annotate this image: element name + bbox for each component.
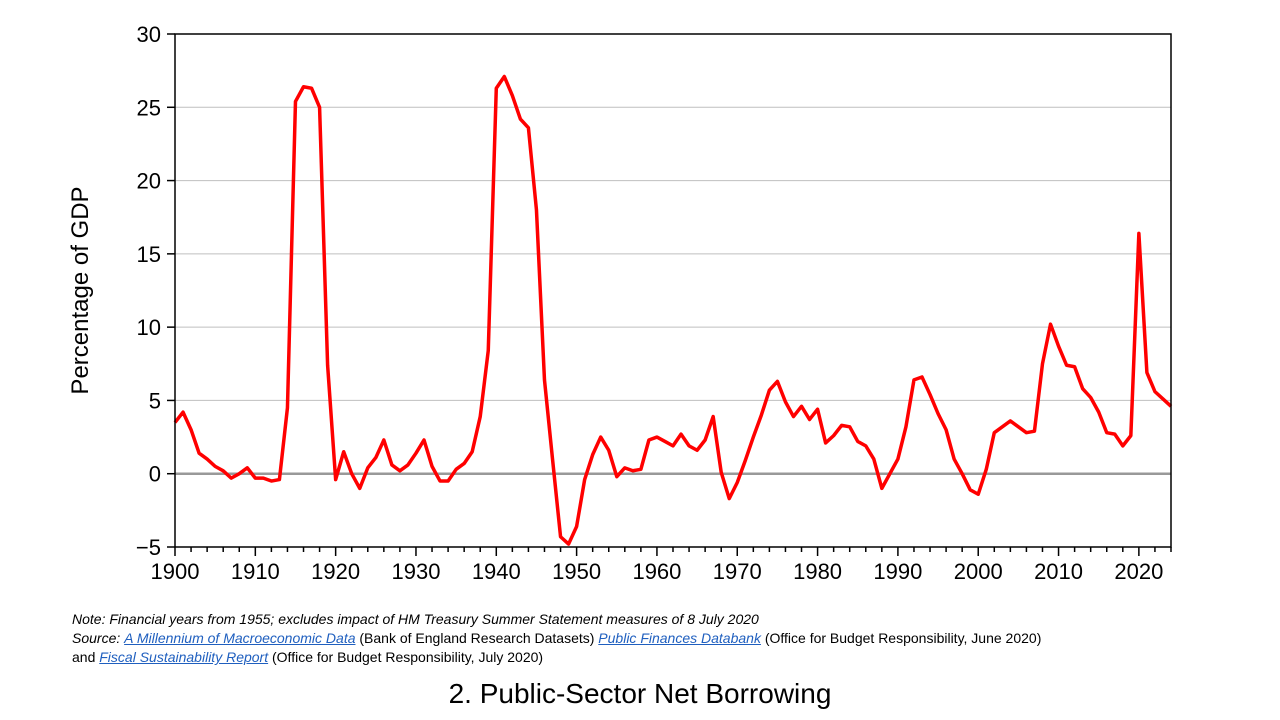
x-tick-label: 1900 [151,559,200,584]
series-line-net-borrowing [173,74,1173,546]
y-axis-title: Percentage of GDP [67,186,94,394]
y-tick-label: 20 [137,169,161,194]
y-tick-label: 10 [137,315,161,340]
link-millennium-data[interactable]: A Millennium of Macroeconomic Data [124,630,356,646]
source-label: Source: [72,630,121,646]
x-tick-label: 2000 [954,559,1003,584]
x-tick-label: 1990 [873,559,922,584]
x-tick-label: 1930 [391,559,440,584]
y-tick-label: 30 [137,22,161,47]
chart-notes: Note: Financial years from 1955; exclude… [72,610,1232,667]
source-and-word: and [72,649,96,665]
x-tick-label: 1940 [472,559,521,584]
x-tick-label: 1980 [793,559,842,584]
y-tick-label: −5 [136,535,161,560]
link-public-finances-databank[interactable]: Public Finances Databank [598,630,761,646]
source-line: Source: A Millennium of Macroeconomic Da… [72,629,1232,648]
source-line-2: and Fiscal Sustainability Report (Office… [72,648,1232,667]
source-text-1: (Bank of England Research Datasets) [359,630,595,646]
x-tick-label: 1920 [311,559,360,584]
y-axis: −5 0 5 10 15 20 25 30 [136,22,175,560]
x-tick-label: 1950 [552,559,601,584]
y-tick-label: 25 [137,95,161,120]
x-tick-label: 2010 [1034,559,1083,584]
x-tick-label: 2020 [1114,559,1163,584]
y-tick-label: 5 [149,388,161,413]
x-tick-label: 1960 [632,559,681,584]
source-text-2: (Office for Budget Responsibility, June … [764,630,1042,646]
slide-title: 2. Public-Sector Net Borrowing [448,678,832,709]
y-tick-label: 15 [137,242,161,267]
x-axis: 1900 1910 1920 1930 1940 1950 1960 1970 1980 1990… [151,547,1172,584]
x-tick-label: 1970 [713,559,762,584]
y-tick-label: 0 [149,462,161,487]
x-tick-label: 1910 [231,559,280,584]
gridlines [175,106,1171,401]
source-text-3: (Office for Budget Responsibility, July … [272,649,544,665]
link-fiscal-sustainability-report[interactable]: Fiscal Sustainability Report [99,649,269,665]
note-line: Note: Financial years from 1955; exclude… [72,611,759,627]
